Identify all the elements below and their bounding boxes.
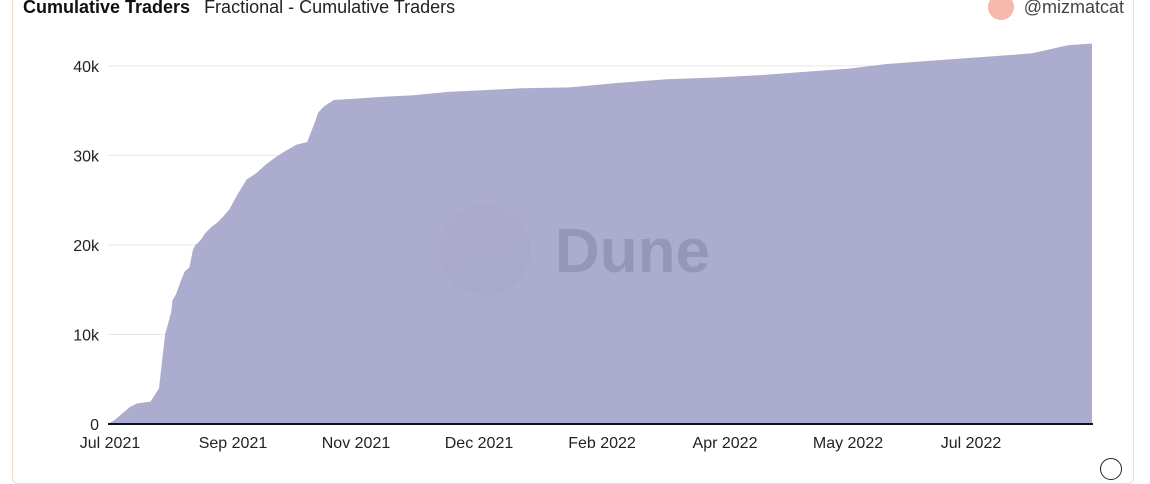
- cumulative-traders-area: [108, 43, 1092, 424]
- y-tick-label: 0: [90, 417, 99, 434]
- x-tick-label: Dec 2021: [445, 435, 514, 452]
- author-name: @mizmatcat: [1023, 0, 1124, 17]
- x-tick-label: Jul 2021: [80, 435, 141, 452]
- y-tick-label: 40k: [73, 59, 100, 76]
- chart-title: Cumulative Traders: [23, 0, 191, 17]
- author-avatar: [987, 0, 1014, 20]
- x-tick-label: Nov 2021: [322, 435, 391, 452]
- dune-watermark-text: Dune: [555, 217, 710, 286]
- x-tick-label: May 2022: [813, 435, 883, 452]
- chart-subtitle: Fractional - Cumulative Traders: [204, 0, 456, 17]
- y-tick-label: 10k: [73, 327, 100, 344]
- author-link[interactable]: @mizmatcat: [987, 0, 1124, 20]
- x-tick-label: Sep 2021: [199, 435, 268, 452]
- y-tick-label: 20k: [73, 238, 100, 255]
- x-tick-label: Apr 2022: [693, 435, 758, 452]
- cumulative-traders-area-chart: Dune 0 10k 20k 30k 40k Jul 2021 Sep 2021 Nov 2…: [73, 43, 1093, 452]
- x-tick-label: Feb 2022: [568, 435, 636, 452]
- y-tick-label: 30k: [73, 148, 100, 165]
- expand-icon[interactable]: [1100, 458, 1122, 480]
- chart-header: Cumulative Traders Fractional - Cumulati…: [23, 0, 1124, 20]
- x-tick-label: Jul 2022: [941, 435, 1002, 452]
